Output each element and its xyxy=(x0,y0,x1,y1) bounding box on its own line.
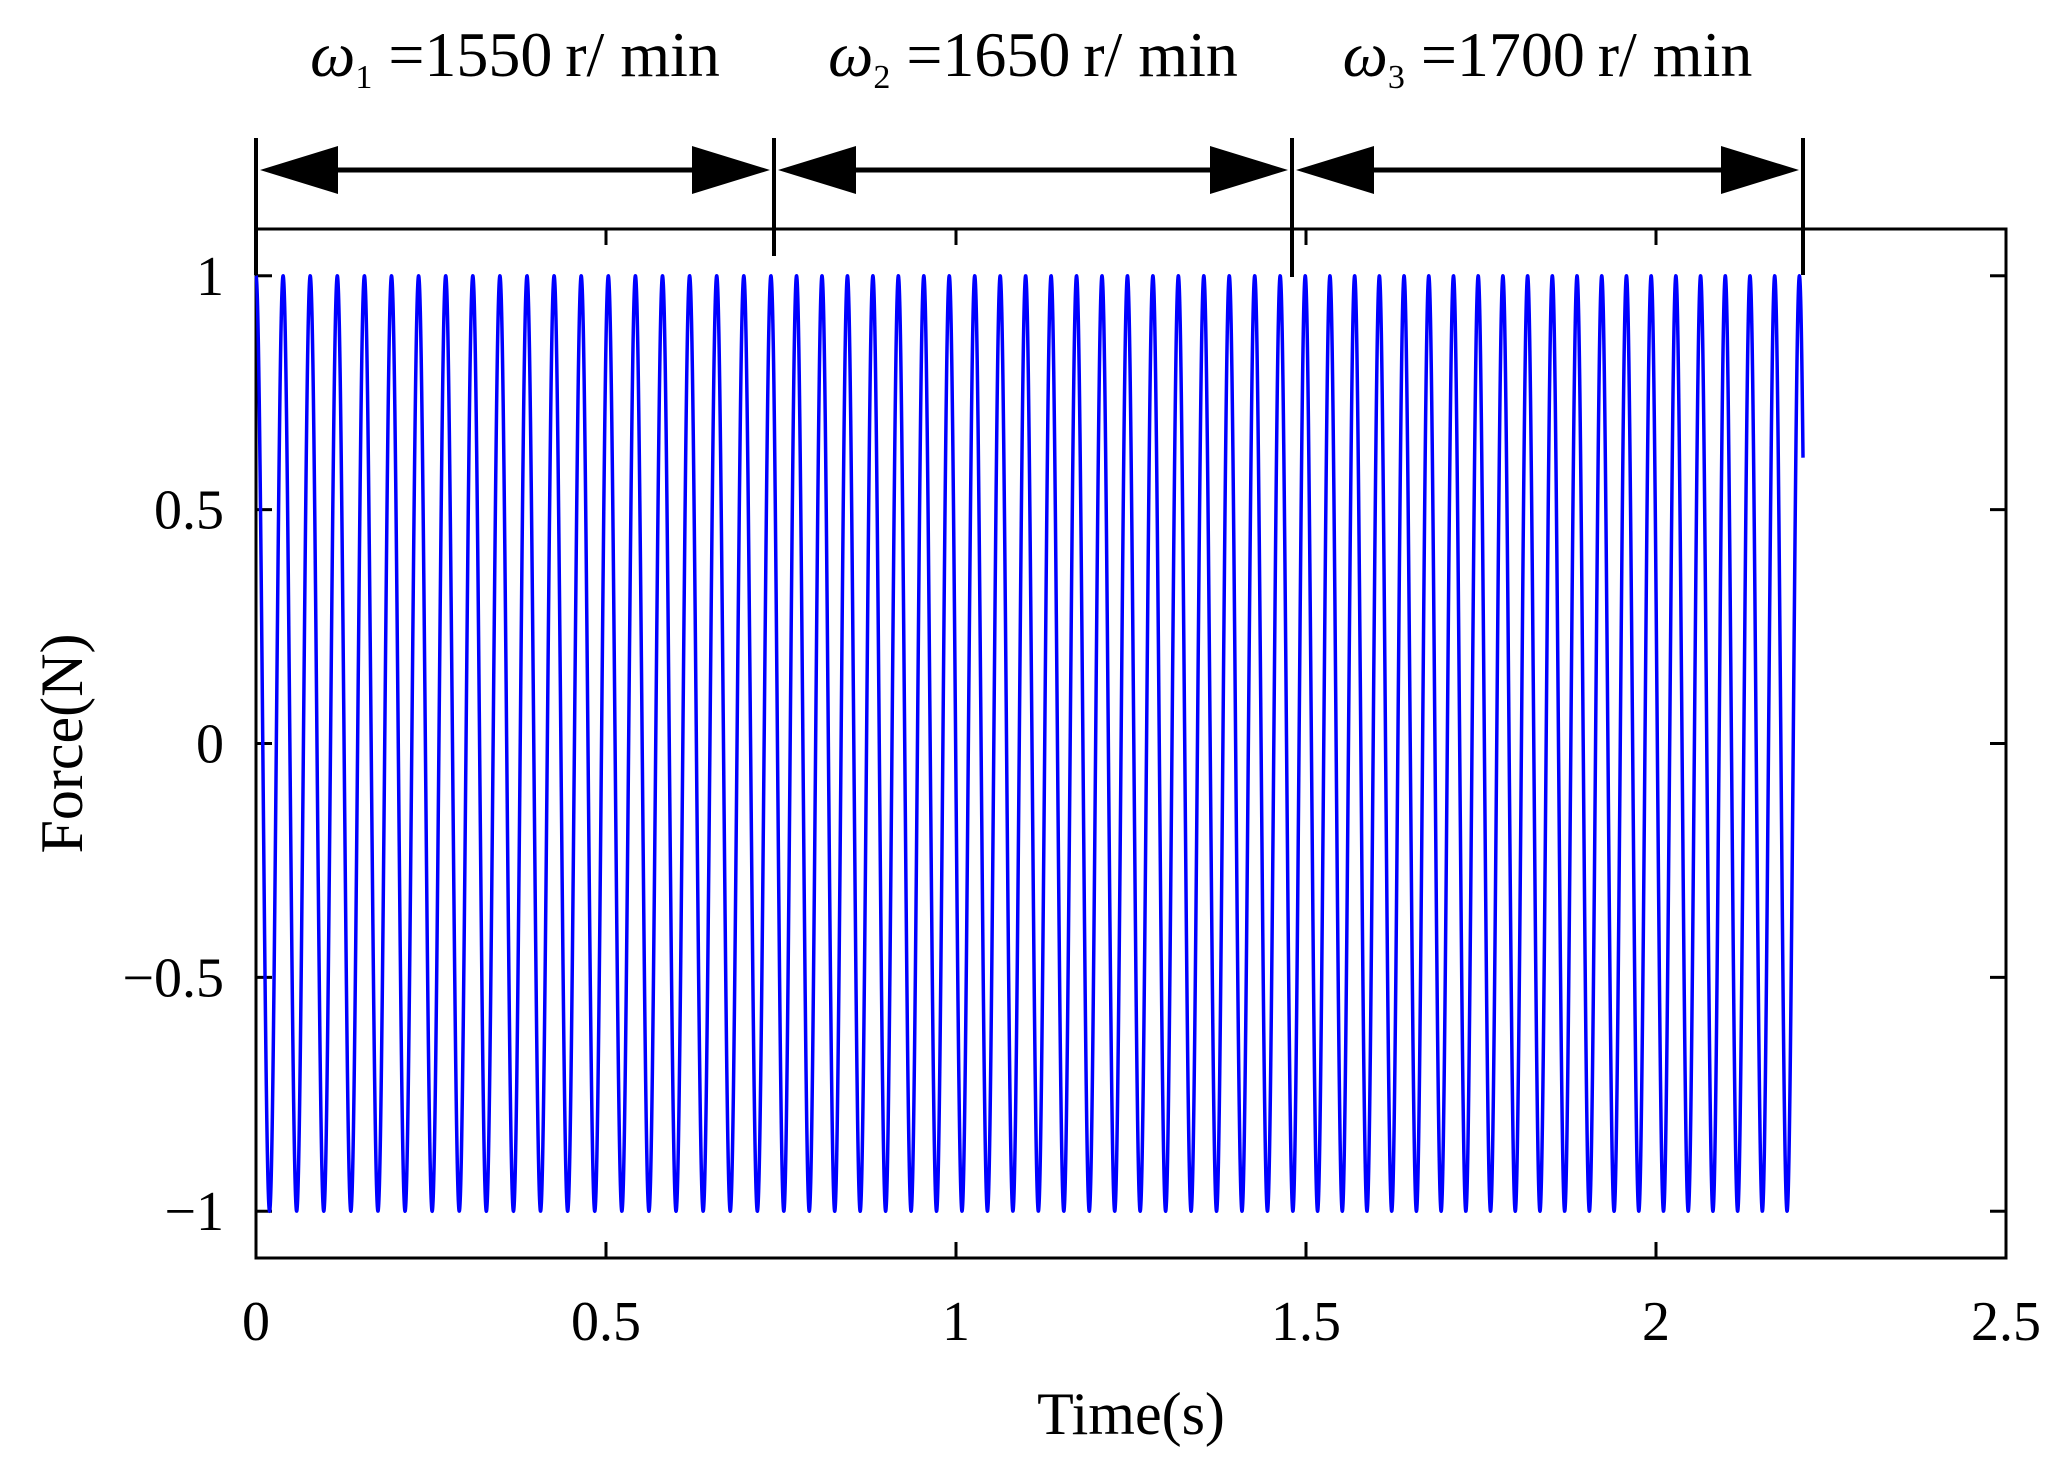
axis-ticks xyxy=(254,229,2008,1258)
force-signal-line xyxy=(254,274,1805,1213)
segment-speed-label: ω1 =1550 r/ min xyxy=(310,19,720,96)
speed-segment-3: ω3 =1700 r/ min xyxy=(1296,19,1799,194)
y-tick-label: 0.5 xyxy=(154,480,224,542)
y-tick-label: −1 xyxy=(164,1181,224,1243)
speed-segment-1: ω1 =1550 r/ min xyxy=(260,19,770,194)
omega-symbol: ω xyxy=(1343,19,1388,90)
y-tick-label: 1 xyxy=(196,246,224,308)
omega-symbol: ω xyxy=(310,19,355,90)
x-tick-label: 0 xyxy=(242,1291,270,1353)
speed-segment-annotations: ω1 =1550 r/ min ω2 =1650 r/ min ω3 =1700 r… xyxy=(254,19,1805,277)
plot-area xyxy=(254,227,2008,1260)
segment-arrow-right-head xyxy=(692,146,770,194)
tick-labels: 0 0.5 1 1.5 2 2.5 1 0.5 0 −0.5 −1 xyxy=(122,246,2041,1353)
x-tick-label: 0.5 xyxy=(571,1291,641,1353)
y-tick-label: 0 xyxy=(196,714,224,776)
speed-segment-2: ω2 =1650 r/ min xyxy=(778,19,1288,194)
segment-arrow-right-head xyxy=(1721,146,1799,194)
segment-arrow-left-head xyxy=(260,146,338,194)
speed-value: =1550 r/ min xyxy=(372,19,720,90)
y-axis-title: Force(N) xyxy=(29,634,95,854)
omega-subscript: 1 xyxy=(355,59,372,96)
speed-value: =1650 r/ min xyxy=(890,19,1238,90)
x-tick-label: 1.5 xyxy=(1271,1291,1341,1353)
speed-value: =1700 r/ min xyxy=(1405,19,1753,90)
segment-arrow-right-head xyxy=(1210,146,1288,194)
y-tick-label: −0.5 xyxy=(122,947,224,1009)
omega-symbol: ω xyxy=(828,19,873,90)
x-tick-label: 1 xyxy=(942,1291,970,1353)
x-axis-title: Time(s) xyxy=(1037,1381,1225,1447)
x-tick-label: 2.5 xyxy=(1971,1291,2041,1353)
segment-speed-label: ω2 =1650 r/ min xyxy=(828,19,1238,96)
x-tick-label: 2 xyxy=(1642,1291,1670,1353)
omega-subscript: 3 xyxy=(1388,59,1405,96)
segment-arrow-left-head xyxy=(778,146,856,194)
segment-speed-label: ω3 =1700 r/ min xyxy=(1343,19,1753,96)
segment-arrow-left-head xyxy=(1296,146,1374,194)
omega-subscript: 2 xyxy=(873,59,890,96)
